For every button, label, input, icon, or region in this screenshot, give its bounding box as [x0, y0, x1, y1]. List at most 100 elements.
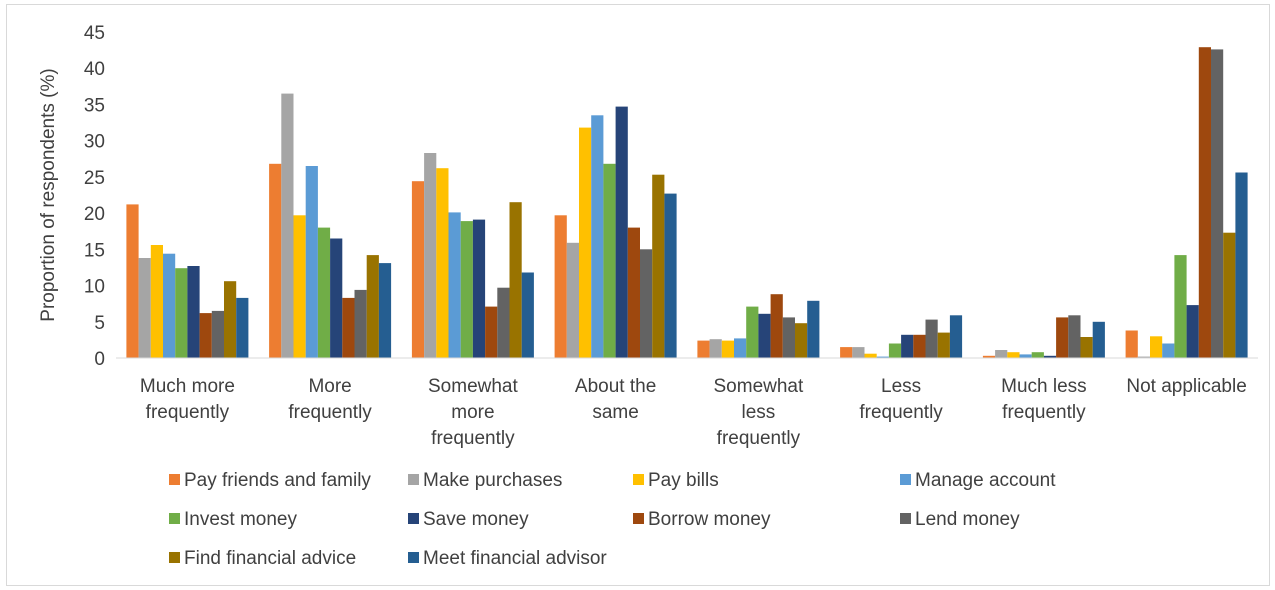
- bar: [995, 350, 1008, 358]
- bar: [591, 115, 604, 358]
- x-tick-label: frequently: [717, 428, 801, 449]
- bar: [342, 297, 355, 358]
- bar: [949, 315, 963, 358]
- bar: [913, 334, 926, 358]
- legend-label: Find financial advice: [184, 548, 356, 569]
- bar: [721, 340, 734, 358]
- bar: [652, 174, 665, 358]
- y-tick-label: 15: [84, 240, 105, 261]
- legend-label: Manage account: [915, 470, 1056, 491]
- bar: [1162, 343, 1175, 358]
- bar: [521, 272, 534, 358]
- bar: [579, 127, 592, 358]
- bar: [1150, 336, 1163, 358]
- bar: [354, 289, 367, 358]
- x-tick-label: About the: [575, 376, 656, 397]
- y-tick-label: 0: [94, 349, 105, 370]
- bar: [1068, 315, 1081, 358]
- bar: [1007, 352, 1020, 358]
- bar: [982, 355, 996, 358]
- bar: [497, 287, 510, 358]
- bar: [485, 306, 498, 358]
- legend-label: Pay friends and family: [184, 470, 371, 491]
- legend-swatch: [169, 513, 180, 524]
- x-tick-label: Somewhat: [428, 376, 518, 397]
- bar: [448, 212, 461, 358]
- bar: [1056, 317, 1069, 358]
- bar: [864, 353, 877, 358]
- bar: [366, 255, 379, 358]
- legend-swatch: [408, 552, 419, 563]
- bar-chart: 0 5 10 15 20 25 30 35 40 45 Much more frequently Mo…: [38, 23, 1258, 569]
- bar: [472, 219, 486, 358]
- bar: [709, 339, 722, 358]
- x-tick-label: frequently: [859, 402, 943, 423]
- x-tick-label: more: [451, 402, 494, 423]
- bar: [378, 263, 392, 358]
- bar: [770, 294, 783, 358]
- bar: [236, 297, 249, 358]
- bar: [1080, 337, 1093, 358]
- bar: [175, 268, 188, 358]
- bar: [937, 332, 950, 358]
- x-tick-label: frequently: [1002, 402, 1086, 423]
- legend-swatch: [169, 552, 180, 563]
- bars: [126, 47, 1248, 359]
- bar: [1137, 356, 1150, 358]
- y-tick-label: 5: [94, 313, 105, 334]
- x-tick-label: Not applicable: [1126, 376, 1246, 397]
- y-tick-label: 25: [84, 168, 105, 189]
- bar: [554, 215, 567, 358]
- bar: [734, 338, 747, 358]
- bar: [509, 202, 522, 358]
- legend-label: Invest money: [184, 509, 297, 530]
- bar: [187, 266, 200, 358]
- bar: [840, 347, 853, 358]
- bar: [1235, 172, 1248, 358]
- bar: [436, 168, 449, 358]
- bar: [1174, 255, 1187, 358]
- bar: [888, 343, 902, 358]
- x-tick-label: frequently: [288, 402, 372, 423]
- bar: [293, 215, 306, 358]
- y-tick-label: 10: [84, 277, 105, 298]
- bar: [1019, 354, 1032, 358]
- x-tick-label: Somewhat: [714, 376, 804, 397]
- bar: [627, 227, 640, 358]
- legend-swatch: [169, 474, 180, 485]
- bar: [460, 221, 473, 358]
- legend: Pay friends and family Make purchases Pay …: [169, 470, 1056, 569]
- bar: [330, 238, 343, 358]
- bar: [566, 242, 579, 358]
- bar: [925, 319, 938, 358]
- legend-swatch: [900, 474, 911, 485]
- bar: [317, 227, 331, 358]
- bar: [1043, 355, 1057, 358]
- legend-swatch: [408, 474, 419, 485]
- legend-label: Save money: [423, 509, 529, 530]
- bar: [664, 193, 677, 358]
- legend-swatch: [900, 513, 911, 524]
- y-tick-label: 35: [84, 95, 105, 116]
- bar: [697, 340, 710, 358]
- x-tick-label: same: [592, 402, 638, 423]
- bar: [126, 204, 139, 358]
- y-axis: 0 5 10 15 20 25 30 35 40 45: [84, 23, 105, 370]
- bar: [1031, 352, 1044, 358]
- bar: [640, 249, 653, 358]
- bar: [852, 347, 865, 358]
- legend-label: Lend money: [915, 509, 1020, 530]
- bar: [281, 93, 294, 358]
- bar: [424, 153, 437, 358]
- y-tick-label: 45: [84, 23, 105, 44]
- bar: [1125, 330, 1138, 358]
- x-tick-label: less: [742, 402, 776, 423]
- x-tick-label: Much less: [1001, 376, 1087, 397]
- y-axis-label: Proportion of respondents (%): [38, 68, 59, 321]
- x-axis: Much more frequently More frequently Somewha…: [116, 357, 1258, 449]
- bar: [901, 334, 914, 358]
- y-tick-label: 40: [84, 59, 105, 80]
- bar: [746, 306, 759, 358]
- bar: [603, 163, 616, 358]
- bar: [1186, 305, 1199, 358]
